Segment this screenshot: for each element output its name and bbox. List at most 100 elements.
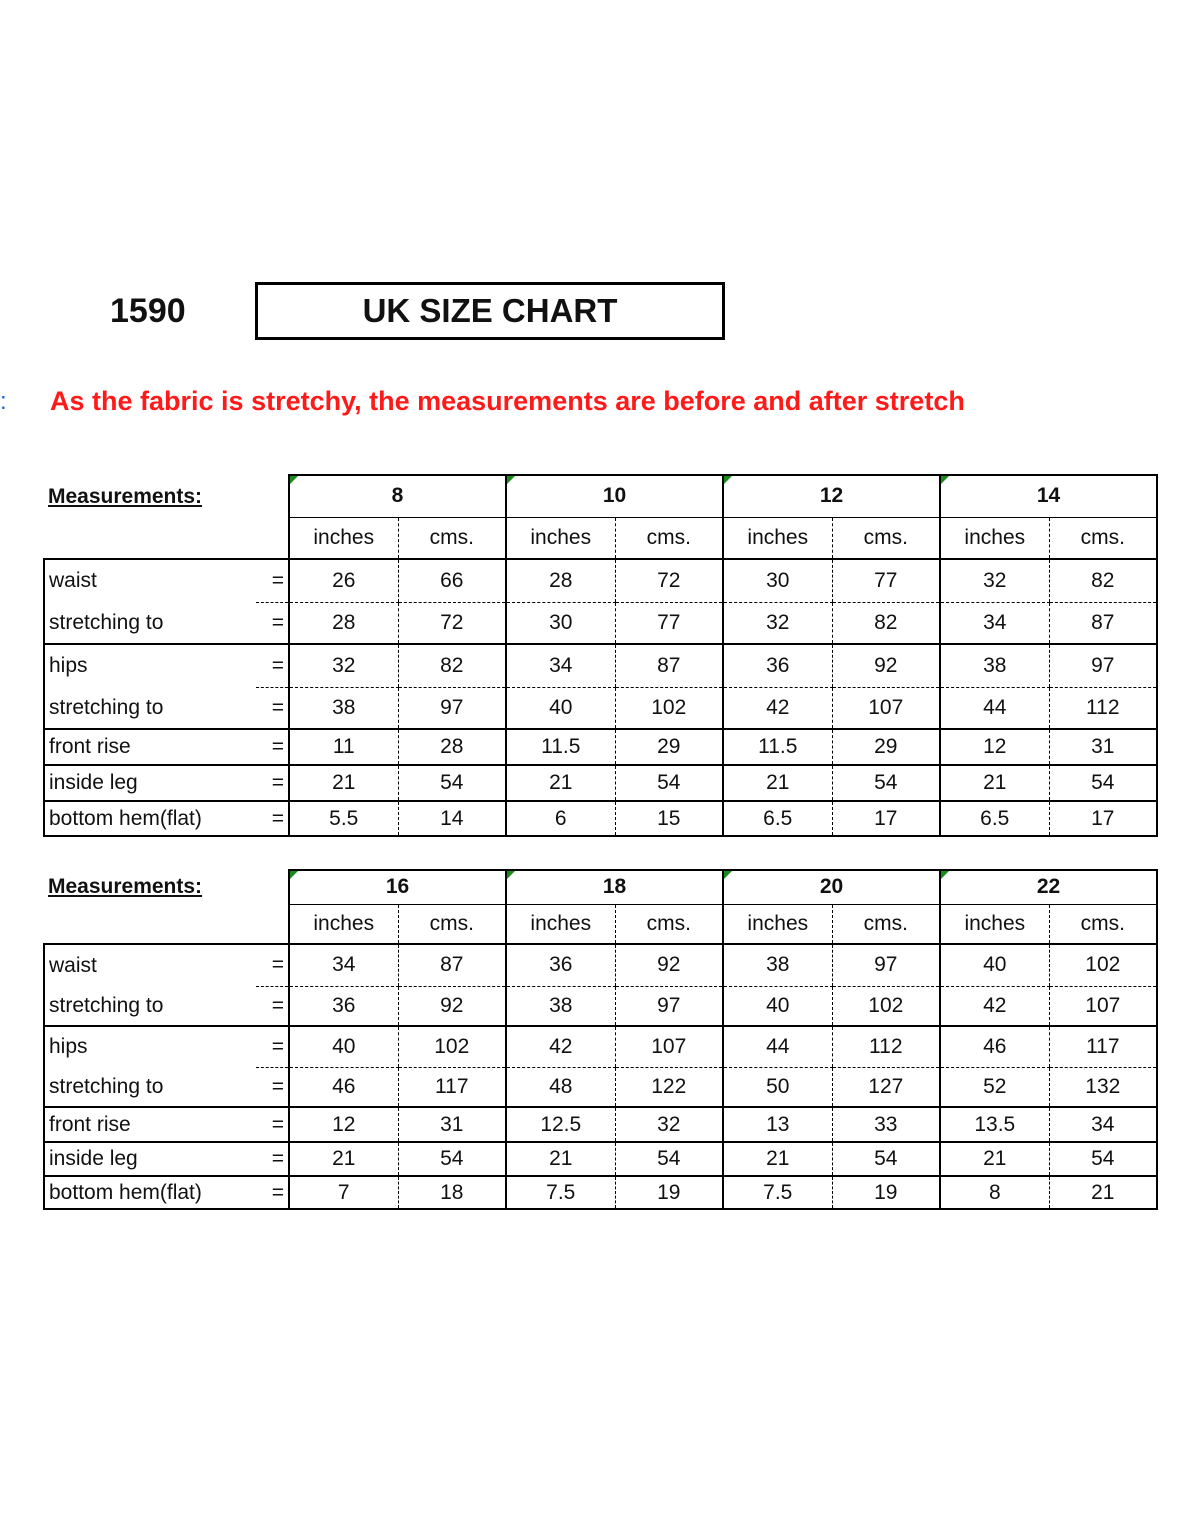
unit-header: cms.: [614, 517, 724, 560]
measurement-cell: 11.5: [722, 729, 833, 766]
measurement-cell: 102: [1048, 944, 1159, 987]
header-blank: [44, 517, 289, 560]
measurement-cell: 77: [831, 559, 941, 603]
header-blank: [44, 904, 289, 945]
measurement-cell: 72: [397, 602, 506, 645]
measurement-cell: 36: [505, 944, 616, 987]
measurements-label-2: Measurements:: [48, 875, 203, 898]
row-label: stretching to: [43, 687, 256, 730]
measurement-cell: 40: [288, 1026, 398, 1068]
measurement-cell: 48: [505, 1067, 616, 1108]
measurement-cell: 7.5: [505, 1176, 616, 1210]
measurement-cell: 6.5: [939, 801, 1050, 837]
measurement-cell: 97: [831, 944, 941, 987]
unit-header: inches: [505, 517, 615, 560]
table-row: stretching to = 46 117 48 122 50 127 52 132: [43, 1067, 1159, 1108]
measurement-cell: 82: [1048, 559, 1159, 603]
size-header: 18: [505, 869, 724, 905]
measurement-cell: 112: [1048, 687, 1159, 730]
measurement-cell: 127: [831, 1067, 941, 1108]
measurement-cell: 21: [505, 1142, 616, 1177]
measurement-cell: 21: [288, 765, 398, 802]
equals-sign: =: [256, 602, 289, 645]
measurement-cell: 8: [939, 1176, 1050, 1210]
measurement-cell: 29: [831, 729, 941, 766]
measurement-cell: 33: [831, 1107, 941, 1143]
measurement-cell: 38: [505, 986, 616, 1027]
measurement-cell: 13: [722, 1107, 833, 1143]
measurement-cell: 97: [397, 687, 506, 730]
measurement-cell: 7.5: [722, 1176, 833, 1210]
size-label: 18: [602, 875, 627, 899]
unit-header: inches: [288, 904, 398, 945]
row-label: inside leg: [43, 765, 256, 802]
equals-sign: =: [256, 765, 289, 802]
comment-marker-icon: [724, 476, 733, 484]
measurement-cell: 34: [939, 602, 1050, 645]
table-row: stretching to = 28 72 30 77 32 82 34 87: [43, 602, 1159, 645]
table-row: waist = 34 87 36 92 38 97 40 102: [43, 943, 1159, 987]
unit-header: inches: [939, 904, 1050, 945]
measurement-cell: 46: [288, 1067, 398, 1108]
size-header: 8: [288, 474, 506, 518]
measurement-cell: 117: [397, 1067, 507, 1108]
measurement-cell: 87: [1048, 602, 1159, 645]
stray-colon: :: [0, 388, 7, 415]
measurement-cell: 11.5: [505, 729, 615, 766]
measurement-cell: 54: [397, 765, 506, 802]
table-row: inside leg = 21 54 21 54 21 54 21 54: [43, 765, 1159, 802]
measurement-cell: 54: [614, 765, 724, 802]
measurement-cell: 82: [831, 602, 941, 645]
measurement-cell: 92: [614, 944, 724, 987]
size-header: 22: [939, 869, 1159, 905]
row-label: front rise: [43, 729, 256, 766]
equals-sign: =: [256, 986, 289, 1027]
size-label: 16: [385, 875, 410, 899]
measurement-cell: 28: [505, 559, 615, 603]
measurement-cell: 42: [722, 687, 833, 730]
size-table-2: 16 18 20 22 inches cms. inches cms. inches cms. in…: [43, 869, 1159, 1210]
measurement-cell: 21: [288, 1142, 398, 1177]
measurement-cell: 42: [939, 986, 1050, 1027]
measurement-cell: 54: [1048, 765, 1159, 802]
measurement-cell: 82: [397, 644, 506, 688]
measurement-cell: 54: [397, 1142, 507, 1177]
equals-sign: =: [256, 944, 289, 987]
measurement-cell: 31: [1048, 729, 1159, 766]
measurement-cell: 19: [614, 1176, 724, 1210]
row-label: inside leg: [43, 1142, 256, 1177]
measurement-cell: 21: [722, 1142, 833, 1177]
size-table-1: 8 10 12 14 inches cms. inches cms. inches cms. inc…: [43, 474, 1159, 837]
measurement-cell: 30: [505, 602, 615, 645]
measurement-cell: 13.5: [939, 1107, 1050, 1143]
table-row: stretching to = 38 97 40 102 42 107 44 112: [43, 687, 1159, 730]
comment-marker-icon: [941, 476, 950, 484]
measurement-cell: 50: [722, 1067, 833, 1108]
unit-header: inches: [505, 904, 616, 945]
measurement-cell: 6.5: [722, 801, 833, 837]
unit-header: cms.: [831, 517, 941, 560]
row-label: waist: [43, 943, 256, 986]
measurement-cell: 46: [939, 1026, 1050, 1068]
measurement-cell: 36: [722, 644, 833, 688]
product-code: 1590: [110, 292, 186, 330]
measurement-cell: 12: [939, 729, 1050, 766]
measurement-cell: 11: [288, 729, 398, 766]
measurement-cell: 54: [614, 1142, 724, 1177]
measurement-cell: 28: [397, 729, 506, 766]
header-blank: [44, 870, 289, 904]
unit-header: cms.: [397, 517, 506, 560]
unit-header: cms.: [831, 904, 941, 945]
measurement-cell: 122: [614, 1067, 724, 1108]
measurement-cell: 34: [505, 644, 615, 688]
size-header: 10: [504, 474, 724, 518]
measurement-cell: 102: [397, 1026, 507, 1068]
unit-header: inches: [722, 904, 833, 945]
measurement-cell: 38: [939, 644, 1050, 688]
measurement-cell: 38: [722, 944, 833, 987]
measurement-cell: 87: [614, 644, 724, 688]
measurement-cell: 21: [1048, 1176, 1159, 1210]
measurement-cell: 30: [722, 559, 833, 603]
row-label: bottom hem(flat): [43, 801, 256, 837]
unit-header: inches: [288, 517, 398, 560]
